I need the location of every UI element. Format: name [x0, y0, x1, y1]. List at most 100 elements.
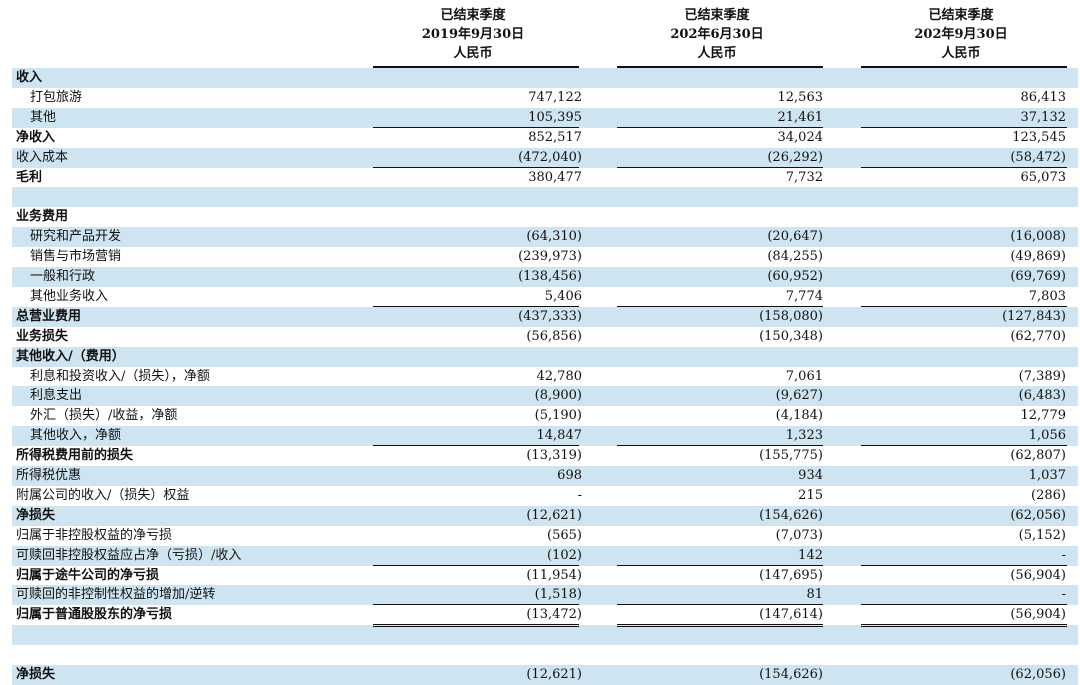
row-value: (6,483) [1018, 388, 1066, 404]
header-period-label: 已结束季度 [684, 8, 750, 23]
row-label: 收入 [16, 70, 43, 85]
row-value: 105,395 [528, 109, 582, 125]
subtotal-rule [617, 305, 823, 307]
row-value: 7,061 [785, 368, 823, 384]
row-value: (239,973) [518, 249, 582, 265]
subtotal-rule [373, 564, 579, 566]
row-value: 21,461 [777, 109, 824, 125]
row-value: 852,517 [528, 129, 582, 145]
row-value: (154,626) [759, 667, 823, 682]
row-value: (13,319) [526, 448, 582, 464]
row-label: 净损失 [16, 667, 56, 682]
row-label: 净损失 [16, 507, 56, 523]
row-label: 可赎回非控股权益应占净（亏损）/收入 [16, 547, 242, 563]
row-value: 123,545 [1012, 129, 1066, 145]
row-value: - [1061, 547, 1066, 563]
table-row: 净损失 (12,621) (154,626) (62,056) [12, 665, 1078, 685]
row-value: (150,348) [759, 328, 823, 344]
row-value: (472,040) [518, 149, 582, 165]
row-value: (69,769) [1010, 269, 1066, 284]
row-value: (56,856) [526, 328, 582, 344]
row-value: (49,869) [1010, 249, 1066, 265]
row-value: (12,621) [526, 667, 582, 682]
row-label: 利息支出 [30, 388, 83, 404]
row-label: 净收入 [16, 129, 56, 145]
row-value: - [1061, 587, 1066, 603]
header-underline [861, 66, 1067, 68]
subtotal-rule [617, 166, 823, 168]
table-row: 业务费用 [12, 207, 1078, 227]
table-row: 附属公司的收入/（损失）权益 - 215 (286) [12, 486, 1078, 506]
row-label: 业务费用 [16, 209, 69, 225]
table-row: 可赎回非控股权益应占净（亏损）/收入 (102) 142 - [12, 545, 1078, 566]
table-row: 业务损失 (56,856) (150,348) (62,770) [12, 327, 1078, 347]
table-row: 所得税费用前的损失 (13,319) (155,775) (62,807) [12, 446, 1078, 466]
row-value: (12,621) [526, 507, 582, 523]
row-label: 其他收入，净额 [30, 428, 122, 444]
row-value: 86,413 [1020, 89, 1067, 105]
row-value: 12,563 [777, 89, 824, 105]
row-value: (437,333) [518, 308, 582, 324]
row-label: 所得税优惠 [16, 468, 82, 483]
table-row: 其他收入，净额 14,847 1,323 1,056 [12, 426, 1078, 447]
row-value: 7,732 [785, 169, 823, 185]
row-value: 934 [798, 468, 823, 483]
row-value: 14,847 [536, 428, 583, 444]
row-label: 其他收入/（费用） [16, 348, 125, 364]
row-label: 附属公司的收入/（损失）权益 [16, 487, 190, 503]
row-value: (155,775) [759, 448, 823, 464]
row-value: (127,843) [1002, 308, 1066, 324]
subtotal-rule [861, 166, 1067, 168]
row-value: (7,073) [775, 527, 823, 543]
subtotal-rule [861, 604, 1067, 606]
subtotal-rule [373, 445, 579, 447]
row-value: (147,695) [759, 567, 823, 583]
row-label: 外汇（损失）/收益，净额 [30, 408, 178, 424]
row-value: 7,803 [1028, 288, 1066, 304]
header-period-label: 已结束季度 [928, 8, 994, 23]
header-date: 202年6月30日 [670, 27, 764, 42]
table-row: 利息支出 (8,900) (9,627) (6,483) [12, 386, 1078, 407]
total-double-rule [861, 624, 1067, 628]
row-label: 业务损失 [16, 328, 69, 344]
row-value: (147,614) [759, 607, 823, 623]
table-row: 归属于途牛公司的净亏损 (11,954) (147,695) (56,904) [12, 566, 1078, 586]
row-value: (9,627) [775, 388, 823, 404]
row-value: 42,780 [536, 368, 583, 384]
row-value: 7,774 [785, 288, 823, 304]
row-value: (7,389) [1018, 368, 1066, 384]
table-row: 外汇（损失）/收益，净额 (5,190) (4,184) 12,779 [12, 406, 1078, 426]
subtotal-rule [373, 305, 579, 307]
row-value: (1,518) [534, 587, 582, 603]
header-currency: 人民币 [453, 46, 493, 61]
row-value: 1,056 [1028, 428, 1066, 444]
header-date: 2019年9月30日 [421, 27, 525, 42]
table-row [12, 625, 1078, 646]
row-value: (8,900) [534, 388, 582, 404]
row-value: 142 [798, 547, 823, 563]
row-value: (5,152) [1018, 527, 1066, 543]
row-label: 其他业务收入 [30, 288, 109, 304]
row-value: (4,184) [775, 408, 823, 424]
row-value: (62,056) [1010, 507, 1066, 523]
row-value: (20,647) [767, 229, 823, 245]
row-label: 收入成本 [16, 149, 69, 165]
table-row: 研究和产品开发 (64,310) (20,647) (16,008) [12, 227, 1078, 248]
table-row: 净损失 (12,621) (154,626) (62,056) [12, 505, 1078, 526]
table-row: 其他收入/（费用） [12, 346, 1078, 367]
row-value: 65,073 [1020, 169, 1067, 185]
row-label: 归属于非控股权益的净亏损 [16, 527, 173, 543]
table-row: 其他 105,395 21,461 37,132 [12, 107, 1078, 128]
column-header-q3-2020: 已结束季度 202年9月30日 人民币 [861, 6, 1061, 63]
subtotal-rule [373, 126, 579, 128]
row-value: 747,122 [528, 89, 582, 105]
subtotal-rule [861, 126, 1067, 128]
row-label: 利息和投资收入/（损失），净额 [30, 368, 210, 384]
row-value: (62,807) [1010, 448, 1066, 464]
column-header-q2-2020: 已结束季度 202年6月30日 人民币 [617, 6, 817, 63]
header-underline [373, 66, 579, 68]
row-label: 销售与市场营销 [30, 249, 122, 265]
row-label: 打包旅游 [30, 89, 83, 105]
row-value: 5,406 [544, 288, 582, 304]
table-row: 总营业费用 (437,333) (158,080) (127,843) [12, 306, 1078, 327]
